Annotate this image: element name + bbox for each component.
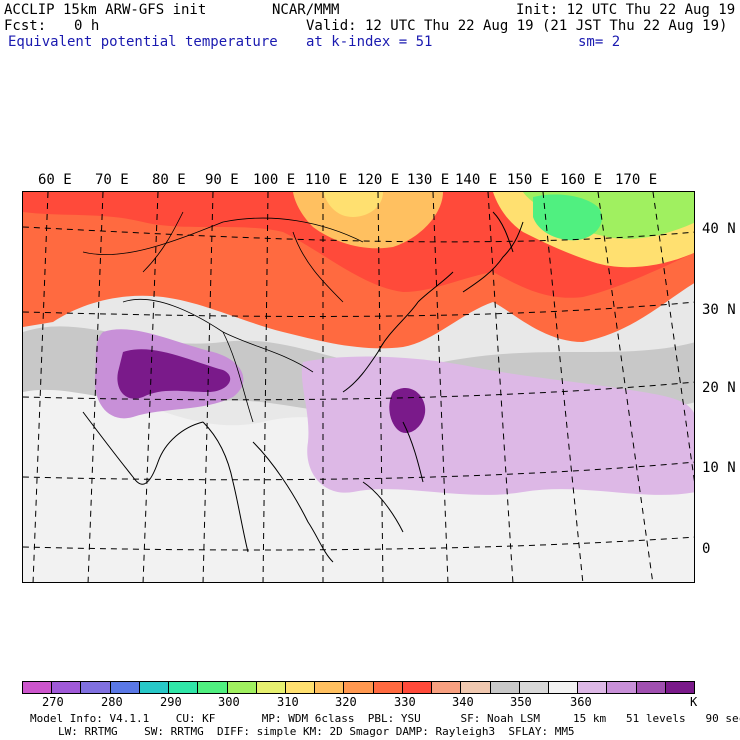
colorbar-segment (256, 682, 286, 693)
longitude-label: 60 E (38, 172, 72, 188)
longitude-label: 130 E (407, 172, 450, 188)
colorbar-segment (198, 682, 228, 693)
latitude-label: 20 N (702, 380, 736, 396)
colorbar-label: 300 (218, 695, 240, 709)
longitude-label: 90 E (205, 172, 239, 188)
field-dark-purple-patch-pacific (389, 387, 426, 433)
latitude-label: 40 N (702, 221, 736, 237)
level-info: at k-index = 51 (306, 34, 433, 50)
longitude-label: 70 E (95, 172, 129, 188)
longitude-label: 120 E (357, 172, 400, 188)
graticule (23, 192, 694, 582)
longitude-label: 100 E (253, 172, 296, 188)
colorbar (22, 681, 695, 694)
colorbar-segment (402, 682, 433, 693)
field-yellow-patch (323, 192, 383, 217)
forecast-value: 0 h (74, 18, 100, 34)
colorbar-label: 360 (570, 695, 592, 709)
colorbar-segment (81, 682, 111, 693)
colorbar-label: 320 (335, 695, 357, 709)
colorbar-segment (548, 682, 579, 693)
colorbar-segment (636, 682, 666, 693)
longitude-label: 140 E (455, 172, 498, 188)
colorbar-segment (344, 682, 374, 693)
colorbar-segment (519, 682, 549, 693)
colorbar-segment (285, 682, 316, 693)
forecast-label: Fcst: (4, 18, 47, 34)
colorbar-label: 280 (101, 695, 123, 709)
colorbar-segment (490, 682, 520, 693)
model-info-line1: Model Info: V4.1.1 CU: KF MP: WDM 6class… (30, 712, 740, 725)
colorbar-label: 340 (452, 695, 474, 709)
colorbar-segment (227, 682, 257, 693)
colorbar-segment (373, 682, 403, 693)
coastlines (82, 211, 524, 563)
colorbar-segment (169, 682, 199, 693)
field-green-patch (533, 194, 602, 241)
colorbar-segment (139, 682, 170, 693)
colorbar-label: 270 (42, 695, 64, 709)
smoothing-info: sm= 2 (578, 34, 621, 50)
organization-label: NCAR/MMM (272, 2, 340, 18)
colorbar-segment (110, 682, 140, 693)
colorbar-label: 310 (277, 695, 299, 709)
field-dark-purple-region-india (117, 349, 231, 399)
longitude-label: 80 E (152, 172, 186, 188)
longitude-label: 150 E (507, 172, 550, 188)
colorbar-segment (315, 682, 345, 693)
latitude-label: 10 N (702, 460, 736, 476)
colorbar-label: 350 (510, 695, 532, 709)
colorbar-segment (432, 682, 462, 693)
colorbar-segment (23, 682, 53, 693)
longitude-label: 110 E (305, 172, 348, 188)
colorbar-segment (52, 682, 82, 693)
model-title: ACCLIP 15km ARW-GFS init (4, 2, 207, 18)
latitude-label: 0 (702, 541, 711, 557)
colorbar-segment (607, 682, 637, 693)
equivalent-potential-temperature-map (23, 192, 694, 582)
map-panel (22, 191, 695, 583)
valid-time: Valid: 12 UTC Thu 22 Aug 19 (21 JST Thu … (306, 18, 728, 34)
init-time: Init: 12 UTC Thu 22 Aug 19 (516, 2, 736, 18)
field-name: Equivalent potential temperature (8, 34, 278, 50)
country-borders (82, 211, 364, 423)
colorbar-segment (578, 682, 608, 693)
colorbar-label: 330 (394, 695, 416, 709)
colorbar-segment (665, 682, 695, 693)
colorbar-segment (461, 682, 491, 693)
longitude-label: 160 E (560, 172, 603, 188)
model-info-line2: LW: RRTMG SW: RRTMG DIFF: simple KM: 2D … (58, 725, 575, 738)
longitude-label: 170 E (615, 172, 658, 188)
latitude-label: 30 N (702, 302, 736, 318)
colorbar-label: K (690, 695, 698, 709)
colorbar-label: 290 (160, 695, 182, 709)
